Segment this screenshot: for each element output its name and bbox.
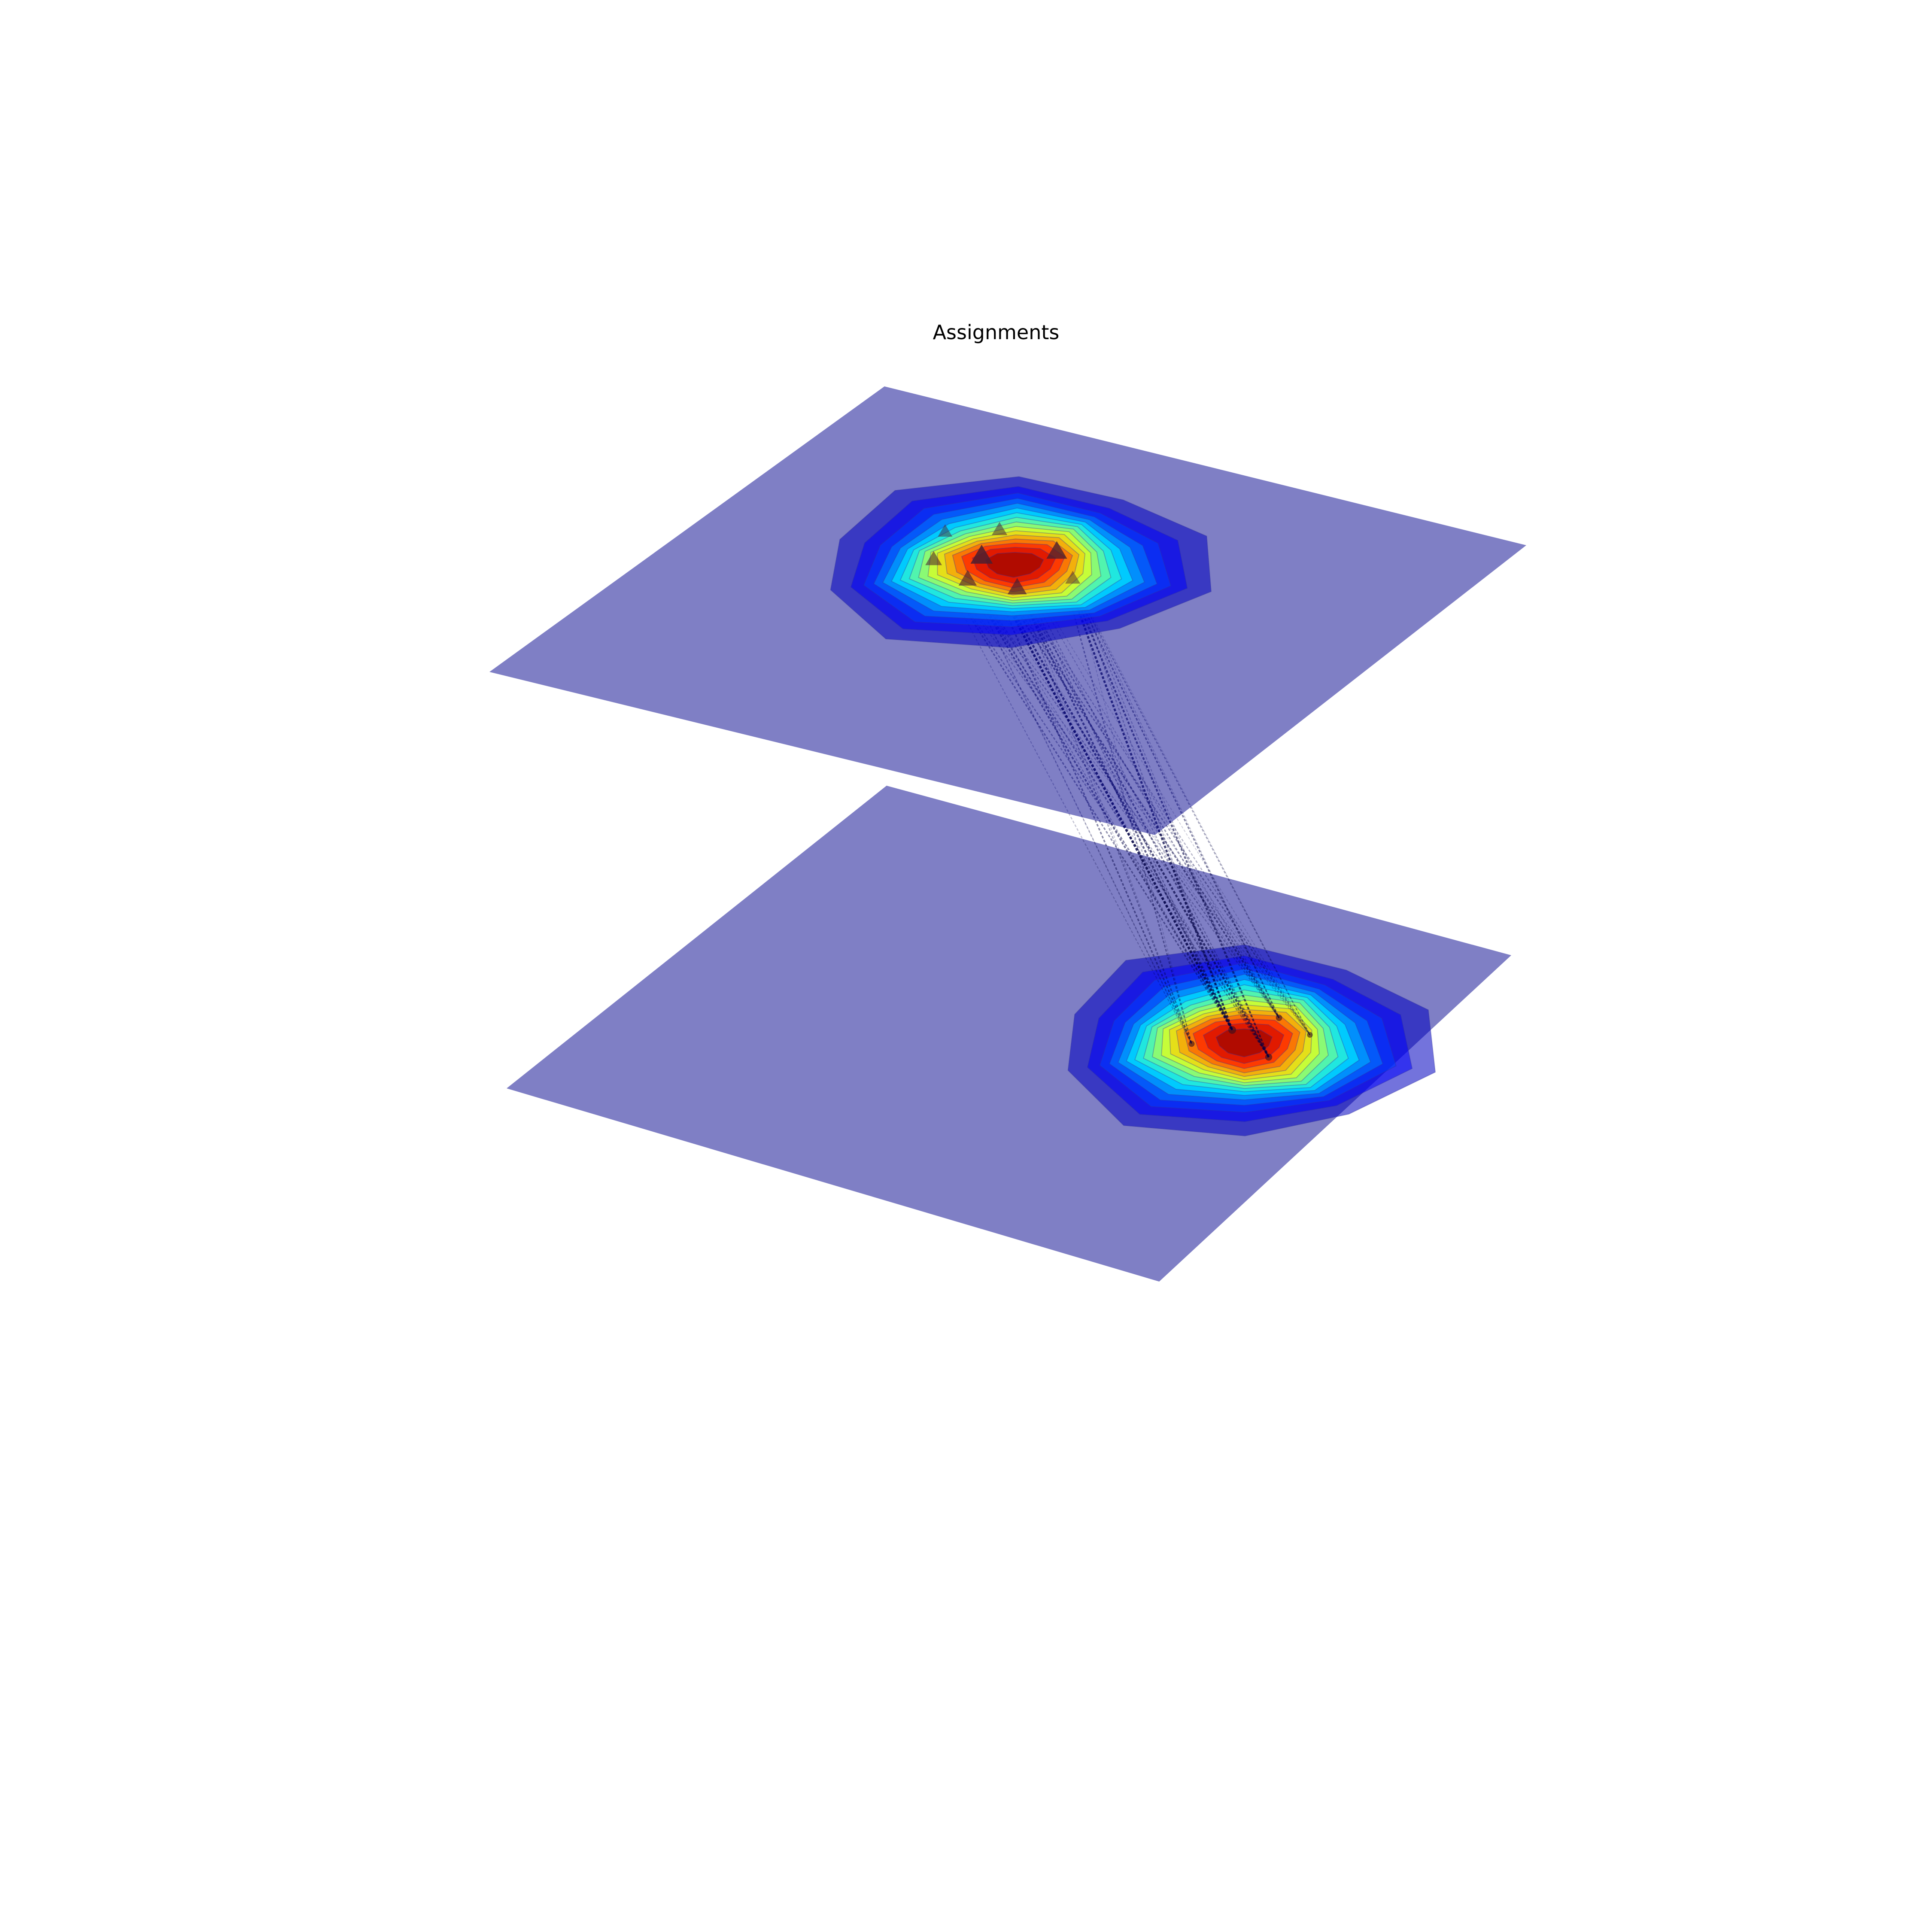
- assignment-link-3: [981, 556, 1193, 1044]
- bottom-plane-group: [507, 786, 1511, 1282]
- target-marker-4: [1307, 1032, 1313, 1038]
- source-marker-6: [1065, 571, 1081, 584]
- source-marker-4: [925, 551, 942, 565]
- top-plane-group: [489, 386, 1526, 835]
- assignment-link-33: [1072, 578, 1192, 1044]
- assignment-link-37: [945, 531, 1279, 1018]
- source-marker-7: [938, 524, 953, 537]
- target-marker-3: [1188, 1041, 1195, 1047]
- assignment-link-17: [967, 579, 1280, 1018]
- source-marker-2: [1007, 578, 1027, 595]
- assignment-link-20: [933, 559, 1233, 1030]
- chart-title: Assignments: [933, 321, 1060, 344]
- source-marker-1: [1046, 541, 1067, 559]
- source-marker-3: [958, 570, 977, 586]
- source-marker-0: [970, 544, 993, 564]
- source-marker-5: [991, 522, 1008, 535]
- bottom-plane: [507, 786, 1511, 1282]
